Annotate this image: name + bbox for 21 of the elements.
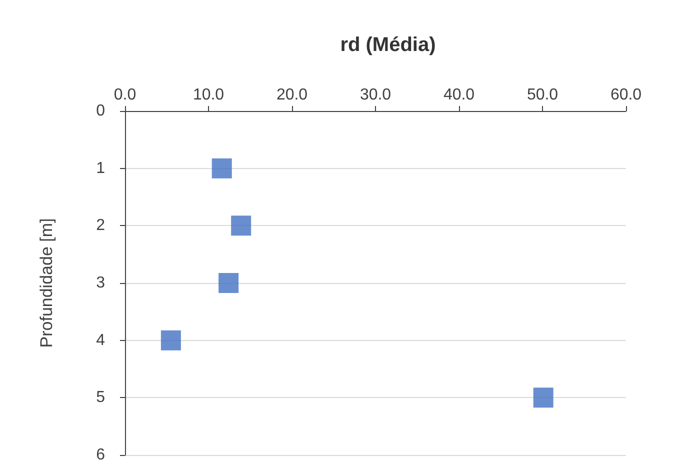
- x-tick-label: 50.0: [526, 86, 558, 104]
- x-tick-label: 10.0: [192, 86, 224, 104]
- y-tick-label: 6: [96, 446, 106, 464]
- point: [212, 158, 232, 178]
- x-tick-label: 20.0: [276, 86, 308, 104]
- x-tick-label: 30.0: [360, 86, 392, 104]
- point: [160, 330, 181, 350]
- x-tick-label: 40.0: [443, 86, 475, 104]
- y-tick-label: 0: [96, 102, 106, 120]
- y-tick-label: 2: [96, 217, 106, 234]
- x-tick-label: 0.0: [114, 86, 136, 104]
- point: [533, 388, 554, 408]
- point: [231, 216, 252, 236]
- y-tick-label: 4: [96, 332, 106, 349]
- point: [218, 273, 239, 293]
- y-tick-label: 1: [96, 160, 106, 177]
- y-tick-label: 5: [96, 389, 106, 406]
- chart-title: rd (Média): [340, 34, 436, 56]
- y-tick-label: 3: [96, 274, 106, 292]
- x-tick-label: 60.0: [610, 86, 642, 104]
- y-axis-title: Profundidade [m]: [37, 218, 56, 348]
